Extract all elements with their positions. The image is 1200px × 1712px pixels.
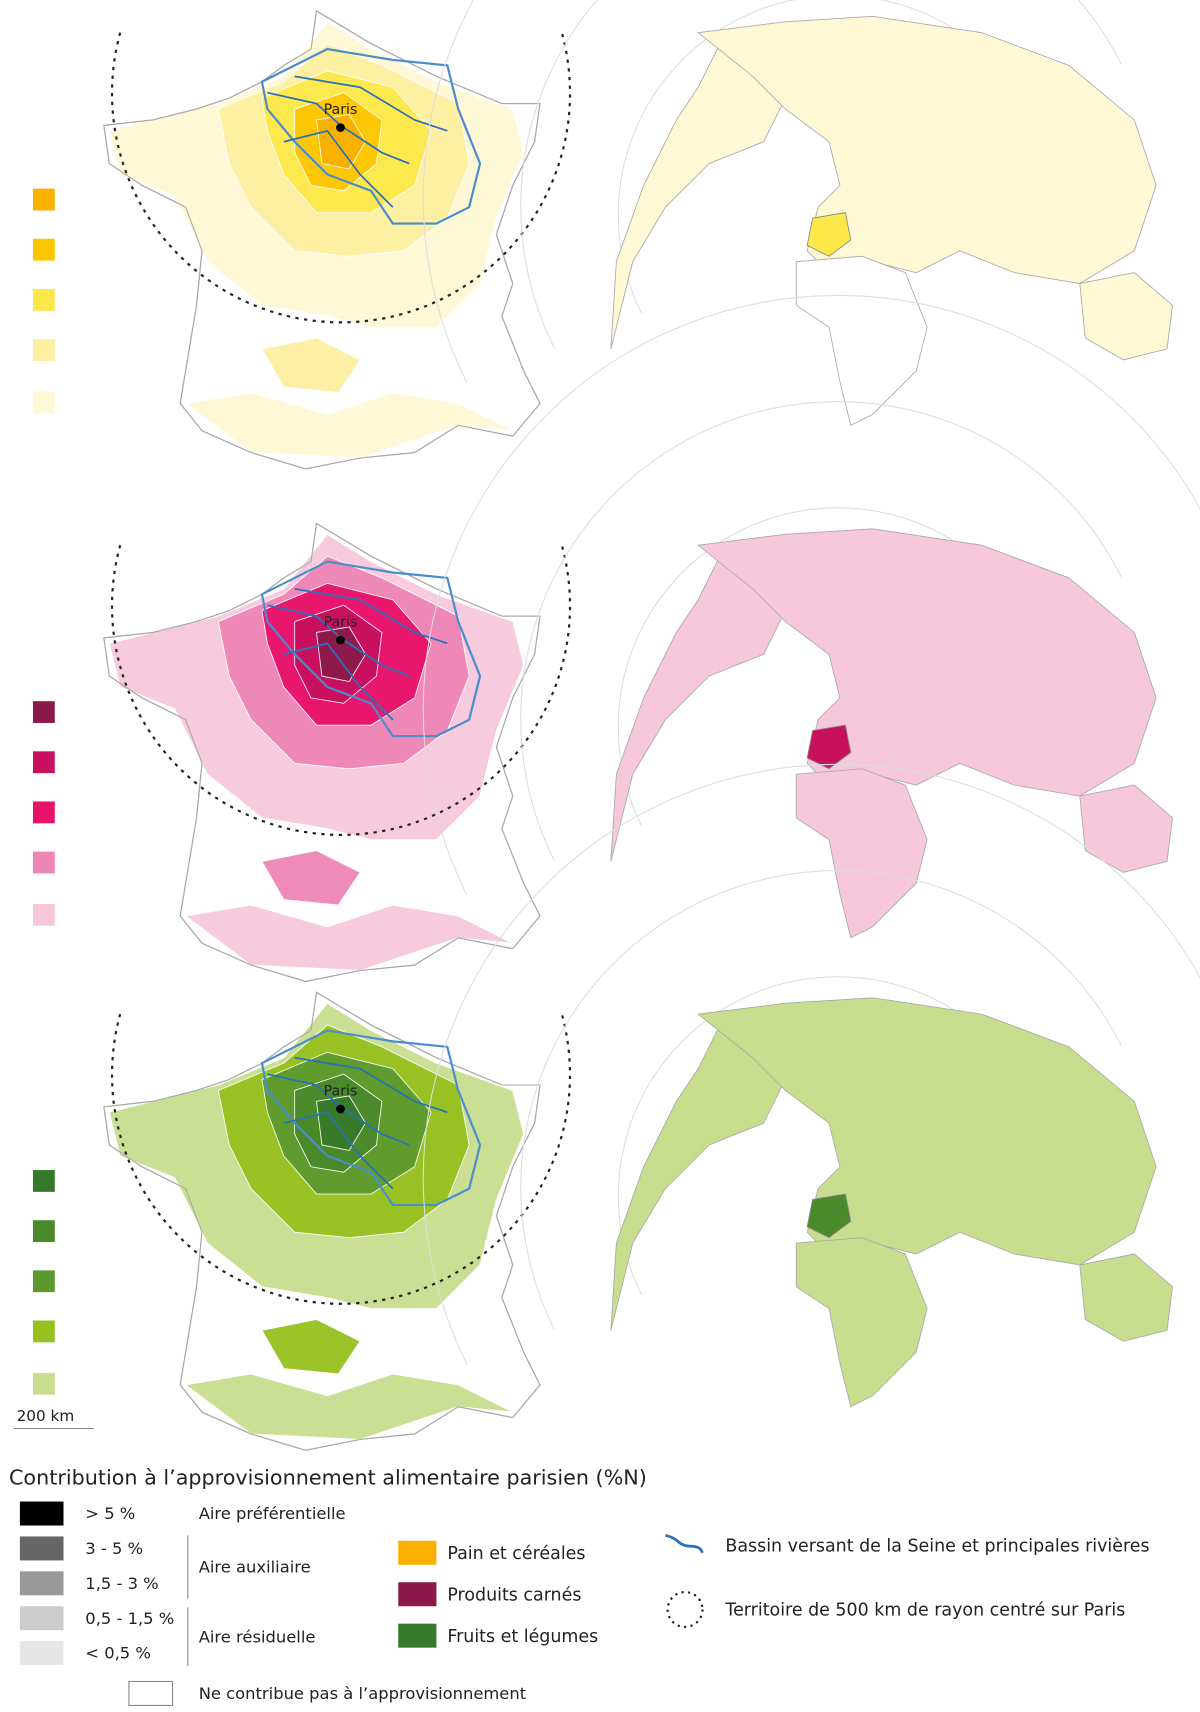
class-swatch bbox=[32, 188, 55, 211]
radius-circle bbox=[110, 32, 572, 324]
seine-basin bbox=[260, 47, 482, 225]
continent bbox=[1079, 1253, 1173, 1342]
continent bbox=[697, 528, 1157, 797]
seine-basin bbox=[260, 560, 482, 738]
river bbox=[294, 75, 448, 132]
product-swatch bbox=[398, 1582, 437, 1607]
region bbox=[184, 392, 513, 459]
class-swatch bbox=[32, 801, 55, 824]
region bbox=[184, 904, 513, 971]
paris-dot bbox=[336, 1104, 345, 1114]
class-swatch bbox=[19, 1536, 64, 1561]
map-panel: Paris bbox=[32, 294, 1200, 982]
class-label: 1,5 - 3 % bbox=[85, 1574, 158, 1593]
map-panel: Paris bbox=[32, 0, 1173, 470]
none-swatch bbox=[128, 1680, 174, 1707]
class-swatch bbox=[32, 1372, 55, 1395]
river bbox=[283, 642, 394, 721]
region bbox=[261, 337, 361, 394]
radius-label: Territoire de 500 km de rayon centré sur… bbox=[724, 1601, 1125, 1621]
class-label: < 0,5 % bbox=[85, 1644, 151, 1663]
class-swatch bbox=[32, 903, 55, 926]
class-swatch bbox=[32, 751, 55, 774]
radius-symbol bbox=[666, 1590, 704, 1629]
river bbox=[294, 1056, 448, 1114]
class-swatch bbox=[32, 1270, 55, 1293]
class-swatch bbox=[19, 1571, 64, 1596]
graticule bbox=[520, 0, 1122, 349]
class-label: 3 - 5 % bbox=[85, 1539, 143, 1558]
river-symbol bbox=[665, 1534, 704, 1554]
region bbox=[184, 1373, 513, 1440]
class-swatch bbox=[32, 288, 55, 311]
continent bbox=[1079, 272, 1173, 361]
region bbox=[315, 626, 367, 683]
paris-label: Paris bbox=[324, 102, 358, 118]
product-swatch bbox=[398, 1540, 437, 1565]
legend-title: Contribution à l’approvisionnement alime… bbox=[9, 1466, 647, 1490]
class-swatch bbox=[19, 1606, 64, 1631]
zone-label: Aire auxiliaire bbox=[199, 1558, 311, 1577]
paris-label: Paris bbox=[324, 1084, 358, 1100]
river bbox=[283, 1111, 394, 1190]
scale-bar: 200 km bbox=[13, 1407, 95, 1430]
radius-circle bbox=[110, 1013, 572, 1305]
zone-label: Aire résiduelle bbox=[199, 1627, 316, 1646]
europe-highlight bbox=[806, 1193, 852, 1239]
class-swatch bbox=[19, 1641, 64, 1666]
graticule bbox=[422, 294, 1200, 896]
product-label: Pain et céréales bbox=[447, 1544, 585, 1564]
class-swatch bbox=[32, 339, 55, 361]
river bbox=[294, 587, 448, 645]
paris-dot bbox=[336, 635, 345, 645]
seine-basin bbox=[260, 1029, 482, 1207]
class-swatch bbox=[32, 701, 55, 723]
class-label: > 5 % bbox=[85, 1504, 135, 1523]
class-swatch bbox=[32, 391, 55, 414]
graticule bbox=[422, 0, 474, 383]
zone-label: Aire préférentielle bbox=[199, 1504, 346, 1523]
region bbox=[315, 114, 367, 170]
paris-label: Paris bbox=[324, 615, 358, 631]
continent bbox=[1079, 784, 1173, 873]
class-swatch bbox=[32, 238, 55, 261]
graticule bbox=[422, 763, 1200, 1365]
region bbox=[261, 1318, 361, 1375]
class-swatch bbox=[32, 1170, 55, 1192]
scale-label: 200 km bbox=[17, 1407, 75, 1425]
continent bbox=[795, 1237, 928, 1408]
region bbox=[315, 1095, 367, 1151]
class-swatch bbox=[32, 851, 55, 874]
product-swatch bbox=[398, 1623, 437, 1648]
europe-highlight bbox=[806, 724, 852, 770]
graticule bbox=[520, 401, 1122, 861]
map-panel: Paris bbox=[32, 763, 1200, 1451]
region bbox=[261, 850, 361, 906]
continent bbox=[795, 768, 928, 939]
product-label: Produits carnés bbox=[447, 1585, 581, 1605]
class-swatch bbox=[32, 1320, 55, 1343]
river bbox=[283, 129, 394, 208]
none-label: Ne contribue pas à l’approvisionnement bbox=[199, 1684, 527, 1703]
paris-dot bbox=[336, 123, 345, 132]
radius-circle bbox=[110, 544, 572, 836]
class-label: 0,5 - 1,5 % bbox=[85, 1609, 174, 1628]
class-swatch bbox=[32, 1220, 55, 1243]
continent bbox=[697, 15, 1157, 284]
europe-highlight bbox=[806, 212, 852, 257]
river-label: Bassin versant de la Seine et principale… bbox=[725, 1536, 1149, 1556]
class-swatch bbox=[19, 1501, 64, 1526]
legend: Contribution à l’approvisionnement alime… bbox=[9, 1466, 1150, 1707]
continent bbox=[795, 255, 928, 426]
panels: Paris Paris Paris bbox=[32, 0, 1200, 1451]
continent bbox=[697, 997, 1157, 1266]
graticule bbox=[520, 869, 1122, 1330]
product-label: Fruits et légumes bbox=[447, 1627, 598, 1647]
